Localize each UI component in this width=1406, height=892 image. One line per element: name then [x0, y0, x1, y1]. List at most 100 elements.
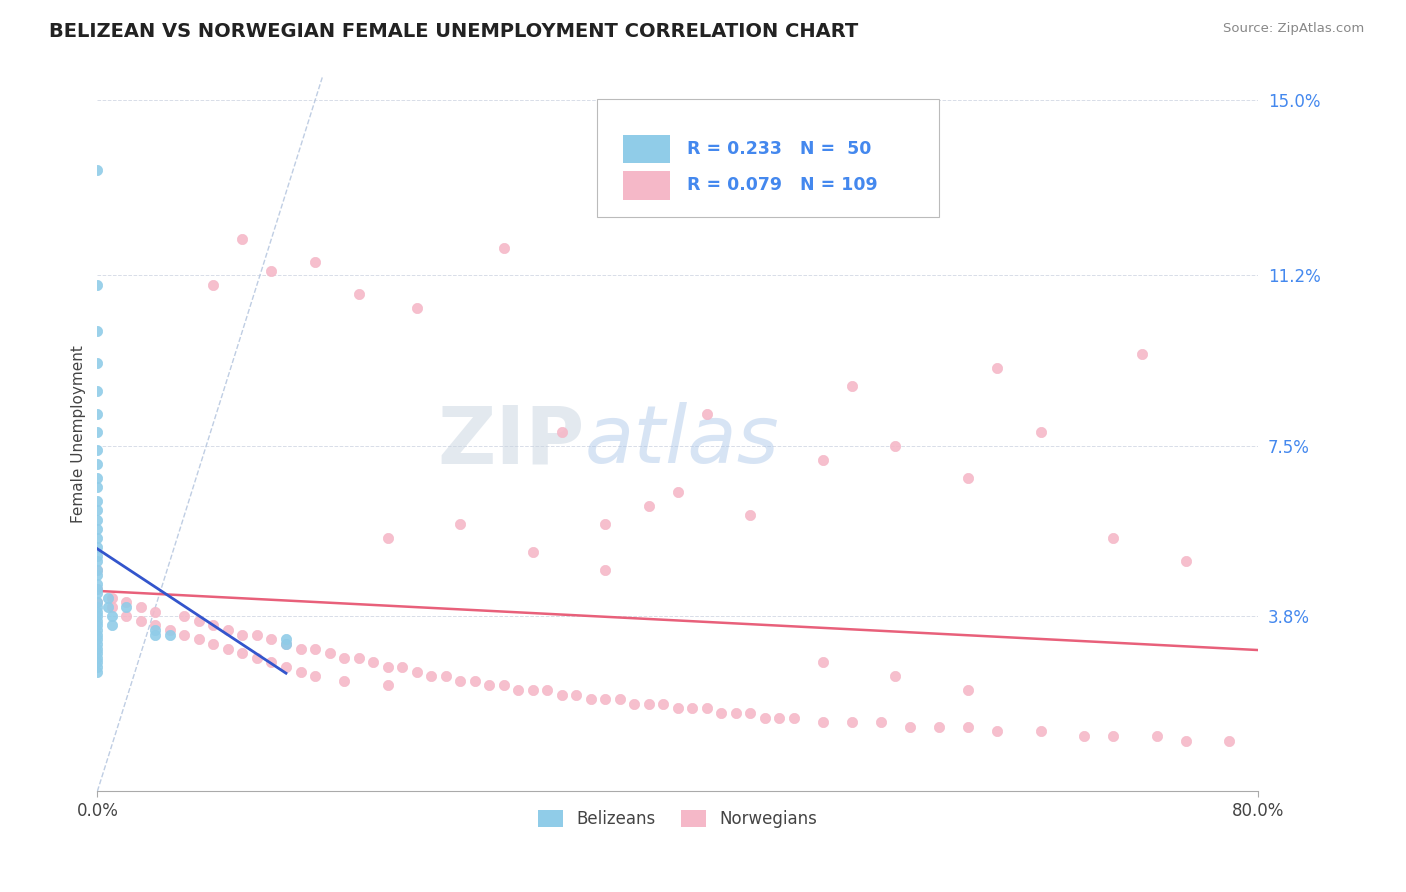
Point — [101, 591, 124, 605]
Point — [86, 660, 108, 674]
Point — [377, 660, 399, 674]
Point — [304, 669, 326, 683]
Point — [681, 701, 703, 715]
Point — [260, 656, 283, 670]
Point — [101, 609, 124, 624]
Point — [724, 706, 747, 720]
Point — [811, 715, 834, 730]
Point — [129, 614, 152, 628]
Point — [86, 531, 108, 545]
Point — [696, 407, 718, 421]
Point — [86, 356, 108, 370]
Point — [86, 650, 108, 665]
Point — [492, 678, 515, 692]
Point — [593, 563, 616, 577]
Point — [159, 623, 181, 637]
Point — [551, 688, 574, 702]
Point — [956, 682, 979, 697]
Point — [86, 563, 108, 577]
Point — [508, 682, 530, 697]
Point — [115, 595, 138, 609]
Point — [579, 692, 602, 706]
Point — [986, 724, 1008, 739]
Point — [145, 628, 167, 642]
Point — [522, 682, 544, 697]
Point — [1130, 347, 1153, 361]
Point — [274, 637, 297, 651]
Point — [86, 582, 108, 596]
Point — [1102, 531, 1125, 545]
Point — [86, 605, 108, 619]
Point — [187, 632, 209, 647]
Point — [1073, 729, 1095, 743]
Point — [1146, 729, 1168, 743]
Point — [434, 669, 457, 683]
Point — [86, 595, 108, 609]
Point — [86, 600, 108, 615]
Point — [86, 458, 108, 472]
Point — [86, 277, 108, 292]
FancyBboxPatch shape — [596, 99, 939, 217]
Point — [841, 379, 863, 393]
Point — [145, 605, 167, 619]
Point — [202, 618, 225, 632]
Point — [86, 577, 108, 591]
Point — [86, 540, 108, 554]
Point — [1218, 733, 1240, 747]
Point — [86, 582, 108, 596]
Point — [145, 623, 167, 637]
Point — [710, 706, 733, 720]
Point — [86, 614, 108, 628]
Point — [304, 641, 326, 656]
Point — [86, 628, 108, 642]
Point — [86, 549, 108, 564]
Point — [1174, 733, 1197, 747]
Point — [274, 632, 297, 647]
Point — [637, 697, 659, 711]
Point — [86, 618, 108, 632]
Point — [217, 641, 239, 656]
Legend: Belizeans, Norwegians: Belizeans, Norwegians — [531, 803, 824, 834]
Point — [115, 600, 138, 615]
Point — [86, 623, 108, 637]
Point — [1102, 729, 1125, 743]
Point — [666, 484, 689, 499]
Point — [333, 673, 356, 688]
Point — [754, 710, 776, 724]
Point — [347, 650, 370, 665]
Point — [449, 517, 471, 532]
Point — [652, 697, 675, 711]
Point — [304, 254, 326, 268]
Point — [1029, 724, 1052, 739]
Point — [86, 586, 108, 600]
Point — [101, 618, 124, 632]
Point — [86, 522, 108, 536]
Point — [377, 531, 399, 545]
Point — [86, 563, 108, 577]
Bar — [623, 171, 669, 200]
Point — [492, 241, 515, 255]
Point — [956, 720, 979, 734]
Point — [464, 673, 486, 688]
Text: R = 0.233   N =  50: R = 0.233 N = 50 — [688, 140, 872, 158]
Point — [86, 609, 108, 624]
Point — [260, 264, 283, 278]
Point — [522, 545, 544, 559]
Point — [377, 678, 399, 692]
Point — [86, 595, 108, 609]
Point — [986, 360, 1008, 375]
Point — [696, 701, 718, 715]
Point — [86, 641, 108, 656]
Point — [768, 710, 790, 724]
Point — [290, 665, 312, 679]
Point — [231, 232, 253, 246]
Point — [173, 628, 195, 642]
Point — [593, 692, 616, 706]
Point — [1174, 554, 1197, 568]
Point — [623, 697, 645, 711]
Point — [260, 632, 283, 647]
Point — [333, 650, 356, 665]
Point — [101, 600, 124, 615]
Point — [202, 277, 225, 292]
Point — [86, 384, 108, 398]
